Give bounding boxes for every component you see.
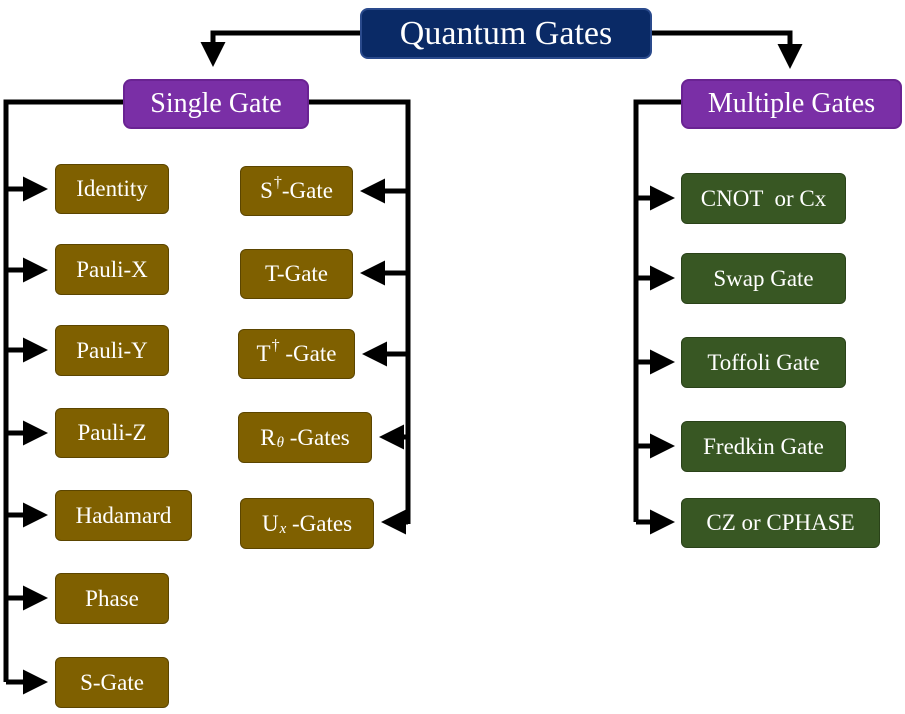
gate-identity: Identity [55, 164, 169, 214]
single-left-bus [3, 99, 125, 682]
gate-phase: Phase [55, 573, 169, 624]
gate-label: Phase [85, 585, 139, 611]
gate-hadamard: Hadamard [55, 490, 192, 541]
gate-subscript: θ [276, 435, 284, 451]
root-to-multiple-arrow [650, 30, 803, 69]
gate-label: Identity [76, 176, 148, 201]
gate-superscript: † [273, 174, 282, 191]
gate-suffix: -Gate [279, 341, 337, 366]
single-gate-label: Single Gate [150, 88, 282, 119]
gate-s-dagger: S † -Gate [240, 166, 353, 216]
gate-label: CNOT or Cx [700, 185, 827, 211]
gate-t-gate: T-Gate [240, 249, 353, 299]
gate-t-dagger: T † -Gate [238, 329, 355, 379]
gate-s-gate: S-Gate [55, 657, 169, 708]
gate-label: S-Gate [80, 669, 144, 695]
category-single-gate: Single Gate [123, 79, 309, 129]
gate-swap: Swap Gate [681, 253, 846, 304]
gate-base: T [256, 341, 271, 366]
category-multiple-gates: Multiple Gates [681, 79, 902, 129]
gate-label: Pauli-Z [77, 420, 147, 445]
gate-label: Pauli-X [76, 256, 148, 282]
gate-label: Pauli-Y [76, 337, 148, 363]
gate-label: CZ or CPHASE [706, 510, 855, 535]
gate-label: Fredkin Gate [703, 433, 824, 459]
gate-base: S [260, 178, 273, 203]
gate-suffix: -Gates [286, 510, 353, 536]
root-node-quantum-gates: Quantum Gates [360, 8, 652, 59]
gate-cnot: CNOT or Cx [681, 173, 846, 224]
gate-label: Swap Gate [713, 265, 814, 291]
root-to-single-arrow [200, 30, 362, 67]
gate-fredkin: Fredkin Gate [681, 421, 846, 472]
root-label: Quantum Gates [399, 14, 613, 52]
gate-label: Hadamard [75, 502, 172, 528]
gate-pauli-y: Pauli-Y [55, 325, 169, 376]
gate-suffix: -Gates [283, 424, 350, 450]
gate-base: R [260, 424, 276, 450]
multiple-bus [633, 99, 683, 522]
gate-subscript: x [279, 521, 287, 537]
gate-pauli-z: Pauli-Z [55, 408, 169, 458]
gate-pauli-x: Pauli-X [55, 244, 169, 295]
gate-superscript: † [271, 337, 280, 354]
gate-label: Toffoli Gate [707, 349, 820, 375]
single-right-bus [308, 99, 411, 524]
gate-label: T-Gate [264, 261, 328, 286]
gate-toffoli: Toffoli Gate [681, 337, 846, 388]
gate-base: U [261, 510, 279, 536]
gate-cz-cphase: CZ or CPHASE [681, 498, 880, 548]
gate-suffix: -Gate [281, 178, 333, 203]
multiple-gates-label: Multiple Gates [707, 88, 876, 119]
